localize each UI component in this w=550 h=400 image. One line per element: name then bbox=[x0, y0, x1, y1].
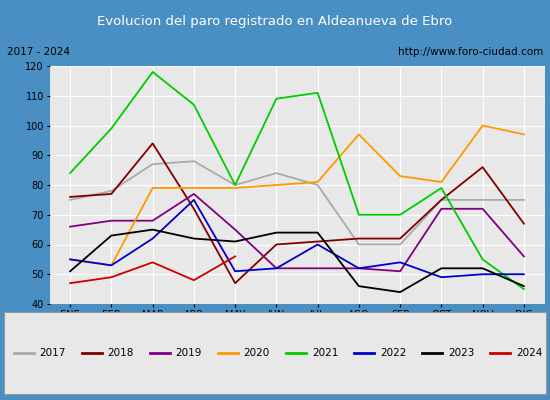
Text: Evolucion del paro registrado en Aldeanueva de Ebro: Evolucion del paro registrado en Aldeanu… bbox=[97, 14, 453, 28]
Text: 2019: 2019 bbox=[175, 348, 202, 358]
Text: 2018: 2018 bbox=[108, 348, 134, 358]
Text: 2021: 2021 bbox=[312, 348, 338, 358]
Text: 2024: 2024 bbox=[516, 348, 542, 358]
Text: 2017 - 2024: 2017 - 2024 bbox=[7, 47, 70, 57]
Text: 2020: 2020 bbox=[244, 348, 270, 358]
Text: 2022: 2022 bbox=[380, 348, 406, 358]
Text: 2023: 2023 bbox=[448, 348, 474, 358]
Text: http://www.foro-ciudad.com: http://www.foro-ciudad.com bbox=[398, 47, 543, 57]
FancyBboxPatch shape bbox=[4, 312, 546, 394]
Text: 2017: 2017 bbox=[40, 348, 66, 358]
